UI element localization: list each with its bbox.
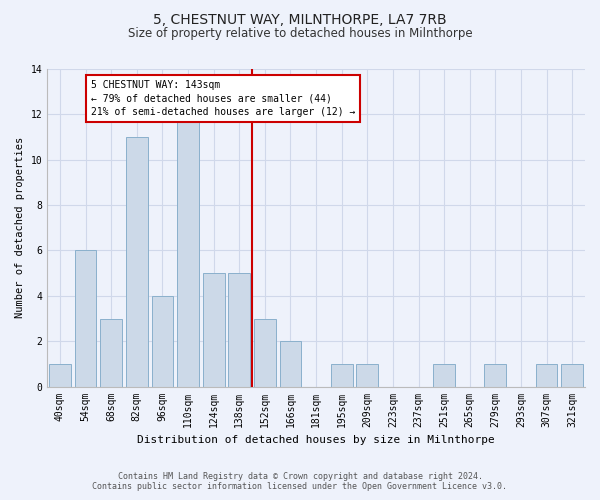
Bar [433, 364, 455, 386]
Bar [536, 364, 557, 386]
Bar [229, 273, 250, 386]
Text: Size of property relative to detached houses in Milnthorpe: Size of property relative to detached ho… [128, 28, 472, 40]
Bar [254, 318, 276, 386]
Text: Contains HM Land Registry data © Crown copyright and database right 2024.: Contains HM Land Registry data © Crown c… [118, 472, 482, 481]
Bar [177, 114, 199, 386]
Bar [356, 364, 378, 386]
Bar [152, 296, 173, 386]
Bar [484, 364, 506, 386]
Y-axis label: Number of detached properties: Number of detached properties [15, 137, 25, 318]
Bar [331, 364, 353, 386]
Bar [280, 341, 301, 386]
Bar [100, 318, 122, 386]
Bar [74, 250, 97, 386]
X-axis label: Distribution of detached houses by size in Milnthorpe: Distribution of detached houses by size … [137, 435, 495, 445]
Text: 5, CHESTNUT WAY, MILNTHORPE, LA7 7RB: 5, CHESTNUT WAY, MILNTHORPE, LA7 7RB [153, 12, 447, 26]
Text: Contains public sector information licensed under the Open Government Licence v3: Contains public sector information licen… [92, 482, 508, 491]
Bar [126, 137, 148, 386]
Bar [49, 364, 71, 386]
Bar [562, 364, 583, 386]
Bar [203, 273, 224, 386]
Text: 5 CHESTNUT WAY: 143sqm
← 79% of detached houses are smaller (44)
21% of semi-det: 5 CHESTNUT WAY: 143sqm ← 79% of detached… [91, 80, 355, 116]
